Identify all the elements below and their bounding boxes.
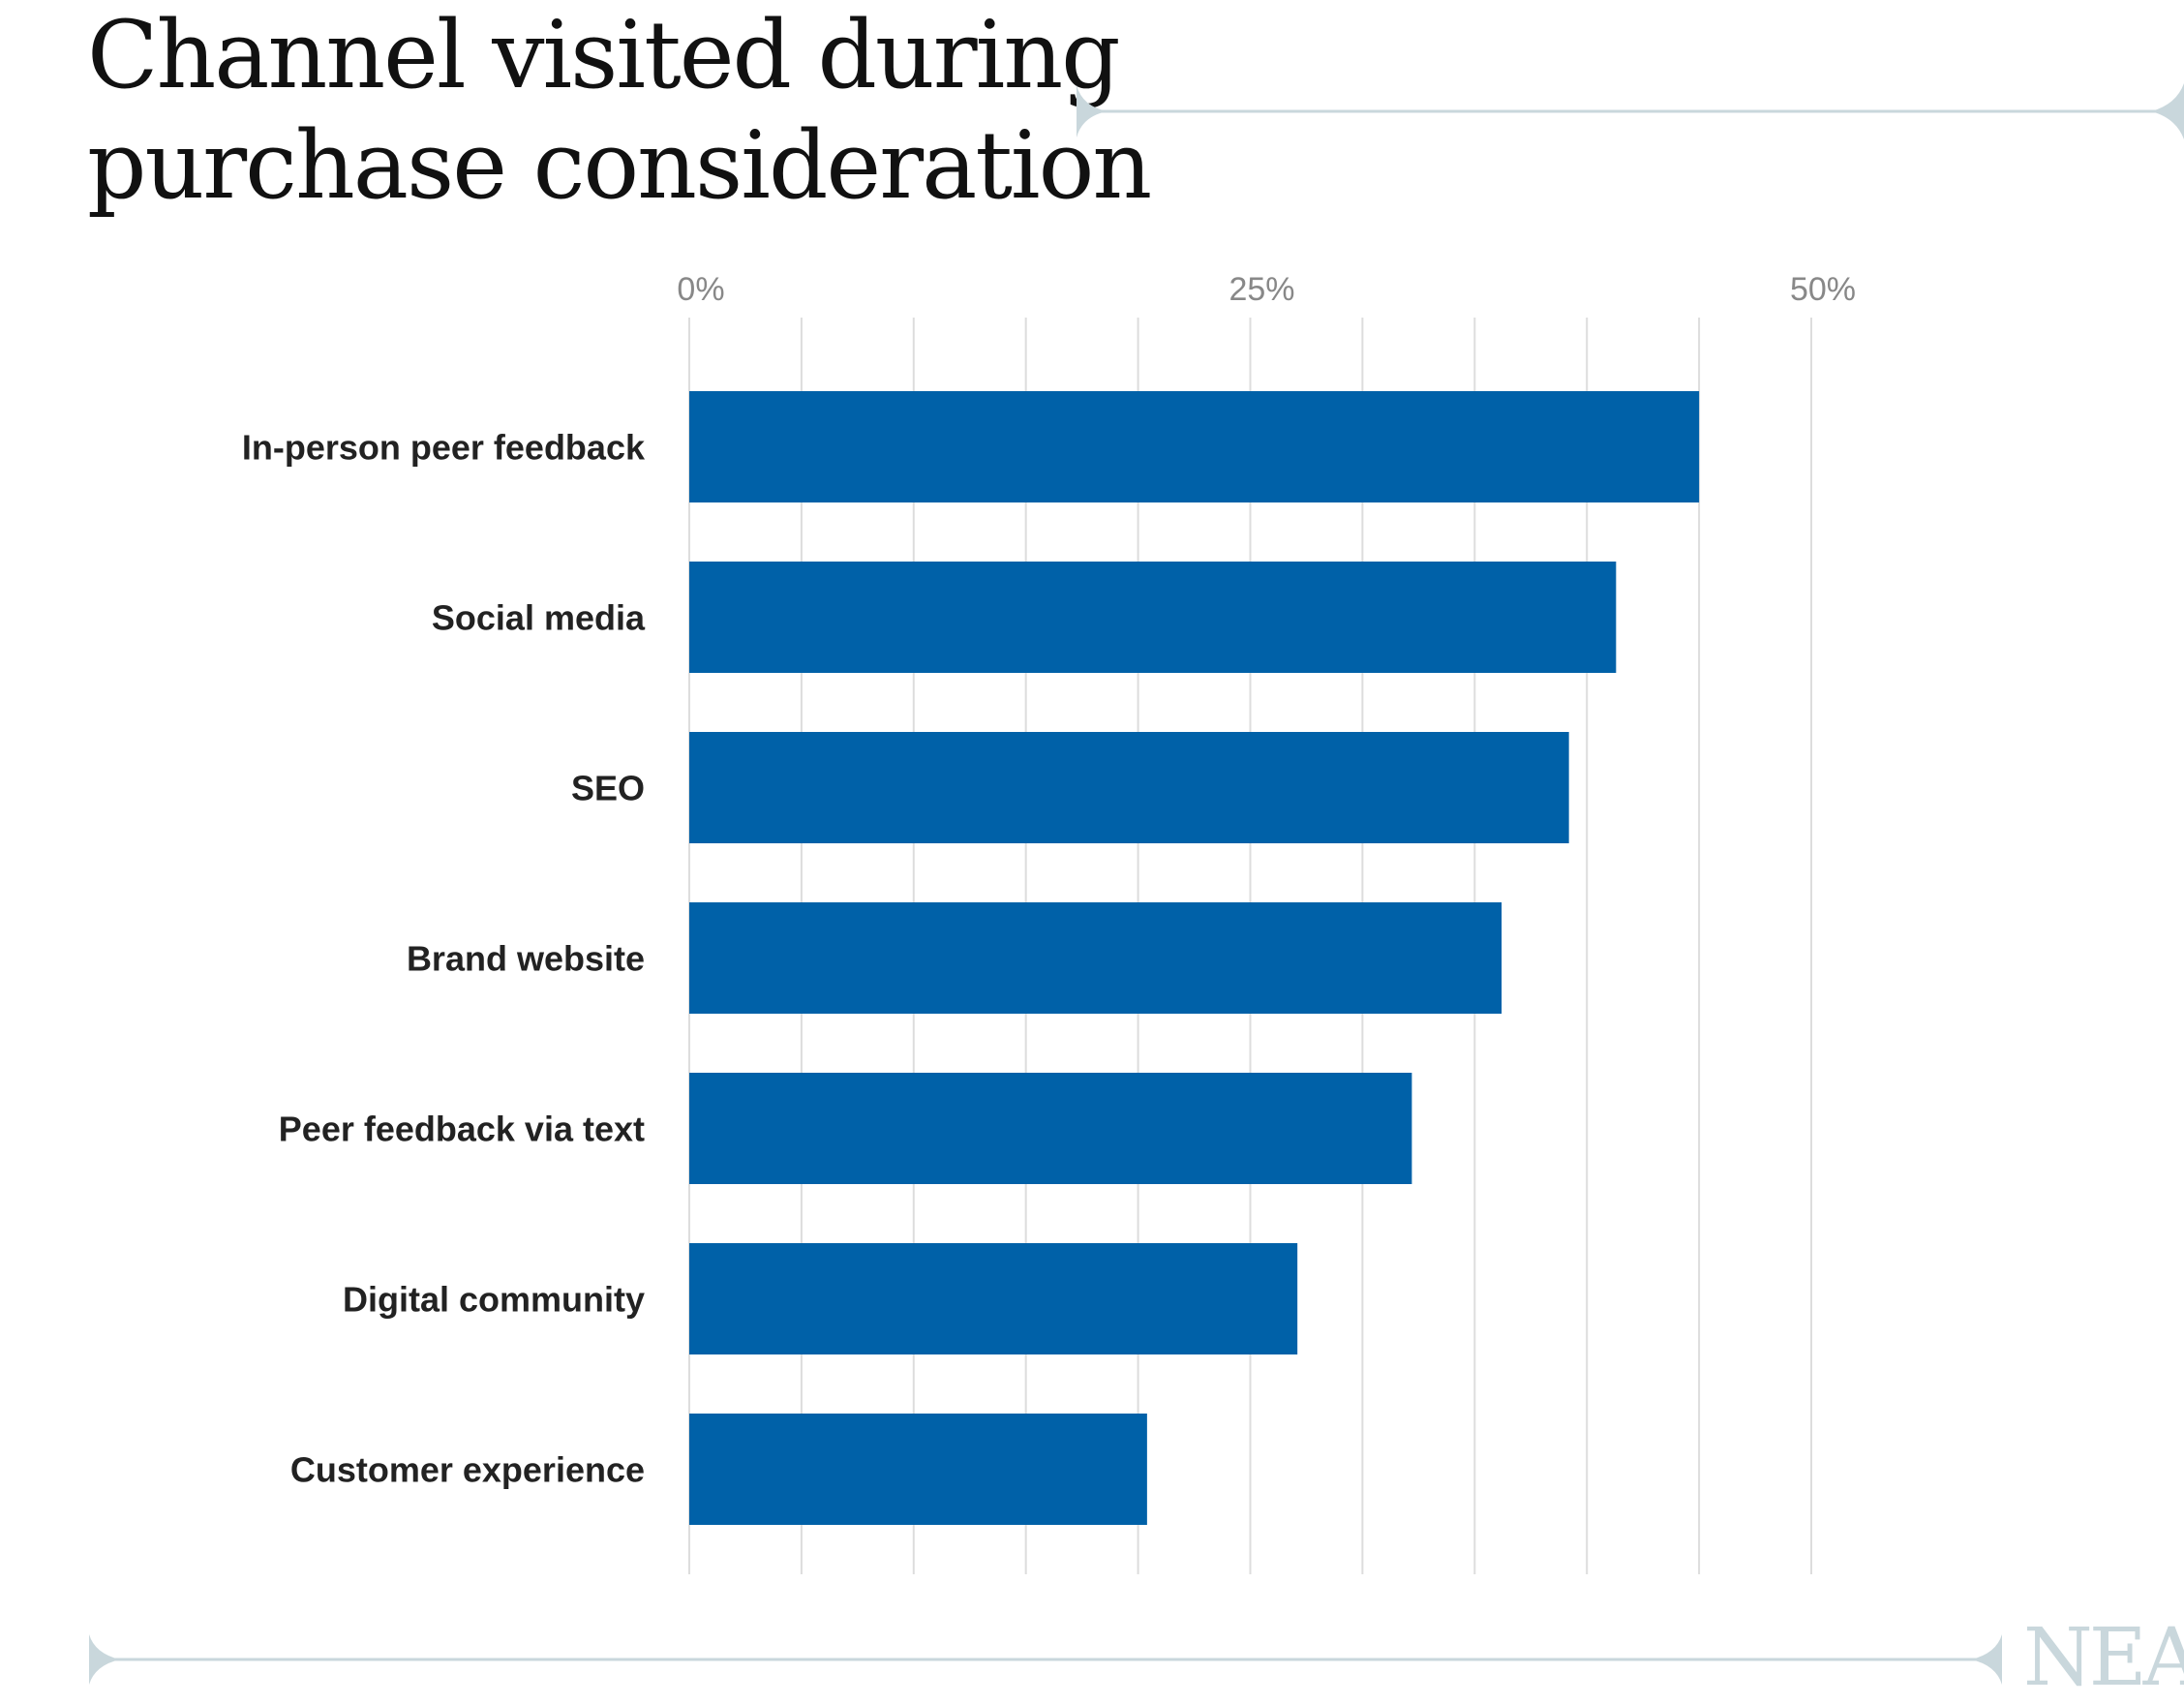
x-tick-label: 25% [1228, 271, 1294, 308]
x-tick-label: 50% [1790, 271, 1856, 308]
category-label: Digital community [343, 1280, 645, 1320]
top-bracket-left-cap [1077, 85, 1107, 137]
bar-peer-feedback-via-text [689, 1073, 1412, 1184]
chart-title: Channel visited during purchase consider… [87, 0, 1152, 221]
bar-customer-experience [689, 1414, 1147, 1525]
top-bracket-right-cap [2151, 83, 2184, 139]
bar-in-person-peer-feedback [689, 391, 1700, 502]
category-label: Peer feedback via text [279, 1110, 645, 1149]
chart-title-line-1: Channel visited during [87, 1, 1121, 109]
bottom-bracket-left-cap [89, 1634, 120, 1685]
bar-seo [689, 732, 1569, 843]
bottom-bracket-right-cap [1971, 1634, 2002, 1685]
category-labels: In-person peer feedback Social media SEO Br… [242, 428, 646, 1490]
bars [689, 391, 1700, 1525]
category-label: In-person peer feedback [242, 428, 646, 468]
bar-brand-website [689, 902, 1502, 1014]
x-tick-label: 0% [677, 271, 724, 308]
category-label: Social media [432, 598, 646, 638]
category-label: Customer experience [290, 1450, 645, 1490]
category-label: SEO [571, 769, 645, 808]
bar-social-media [689, 562, 1617, 673]
bar-digital-community [689, 1243, 1298, 1354]
chart-title-line-2: purchase consideration [87, 111, 1152, 220]
nea-logo: NEA [2023, 1612, 2184, 1704]
x-axis-ticks: 0% 25% 50% [677, 271, 1856, 308]
category-label: Brand website [407, 939, 645, 979]
